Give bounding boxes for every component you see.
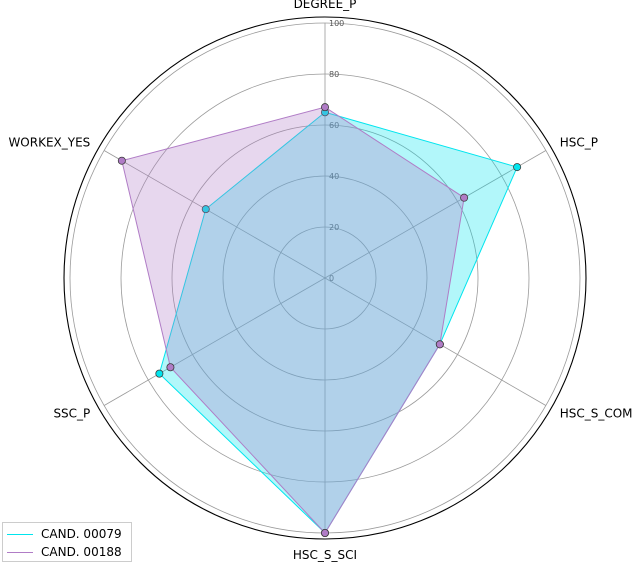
legend-swatch-series-1 <box>7 533 33 535</box>
axis-spoke-hsc_p <box>324 150 547 279</box>
radar-axis-lines <box>103 23 547 533</box>
chart-legend: CAND. 00079 CAND. 00188 <box>2 522 132 562</box>
data-point-degree_p <box>320 103 329 112</box>
data-point-hsc_p <box>460 193 469 202</box>
axis-spoke-hsc_s_com <box>324 277 547 406</box>
radial-tick-label: 60 <box>329 121 339 130</box>
radar-series <box>117 103 522 538</box>
axis-label-hsc_s_sci: HSC_S_SCI <box>293 548 357 562</box>
radial-tick-labels: 0 20 40 60 80 100 <box>329 19 344 283</box>
legend-item-series-1: CAND. 00079 <box>7 526 122 542</box>
axis-spoke-workex_yes <box>103 150 326 279</box>
radial-tick-label: 80 <box>329 70 339 79</box>
axis-label-degree_p: DEGREE_P <box>294 0 357 11</box>
data-point-ssc_p <box>155 369 164 378</box>
data-point-ssc_p <box>166 363 175 372</box>
series-2 <box>117 103 469 538</box>
legend-item-series-2: CAND. 00188 <box>7 544 122 560</box>
axis-label-hsc_s_com: HSC_S_COM <box>560 407 633 421</box>
axis-labels: DEGREE_P HSC_P HSC_S_COM HSC_S_SCI SSC_P WORK… <box>8 0 632 562</box>
data-point-hsc_s_sci <box>320 529 329 538</box>
data-point-workex_yes <box>201 205 210 214</box>
axis-label-hsc_p: HSC_P <box>560 136 598 150</box>
axis-label-workex_yes: WORKEX_YES <box>8 136 90 150</box>
radar-frame <box>63 16 587 540</box>
series-area-2 <box>121 106 465 534</box>
legend-label-series-1: CAND. 00079 <box>41 527 122 541</box>
radial-tick-label: 0 <box>329 274 334 283</box>
data-point-hsc_s_com <box>435 340 444 349</box>
axis-label-ssc_p: SSC_P <box>53 407 90 421</box>
data-point-workex_yes <box>117 156 126 165</box>
radial-tick-label: 20 <box>329 223 339 232</box>
data-point-hsc_p <box>513 163 522 172</box>
legend-label-series-2: CAND. 00188 <box>41 545 122 559</box>
axis-spoke-ssc_p <box>103 277 326 406</box>
radial-tick-label: 40 <box>329 172 339 181</box>
radial-tick-label: 100 <box>329 19 344 28</box>
legend-swatch-series-2 <box>7 551 33 553</box>
